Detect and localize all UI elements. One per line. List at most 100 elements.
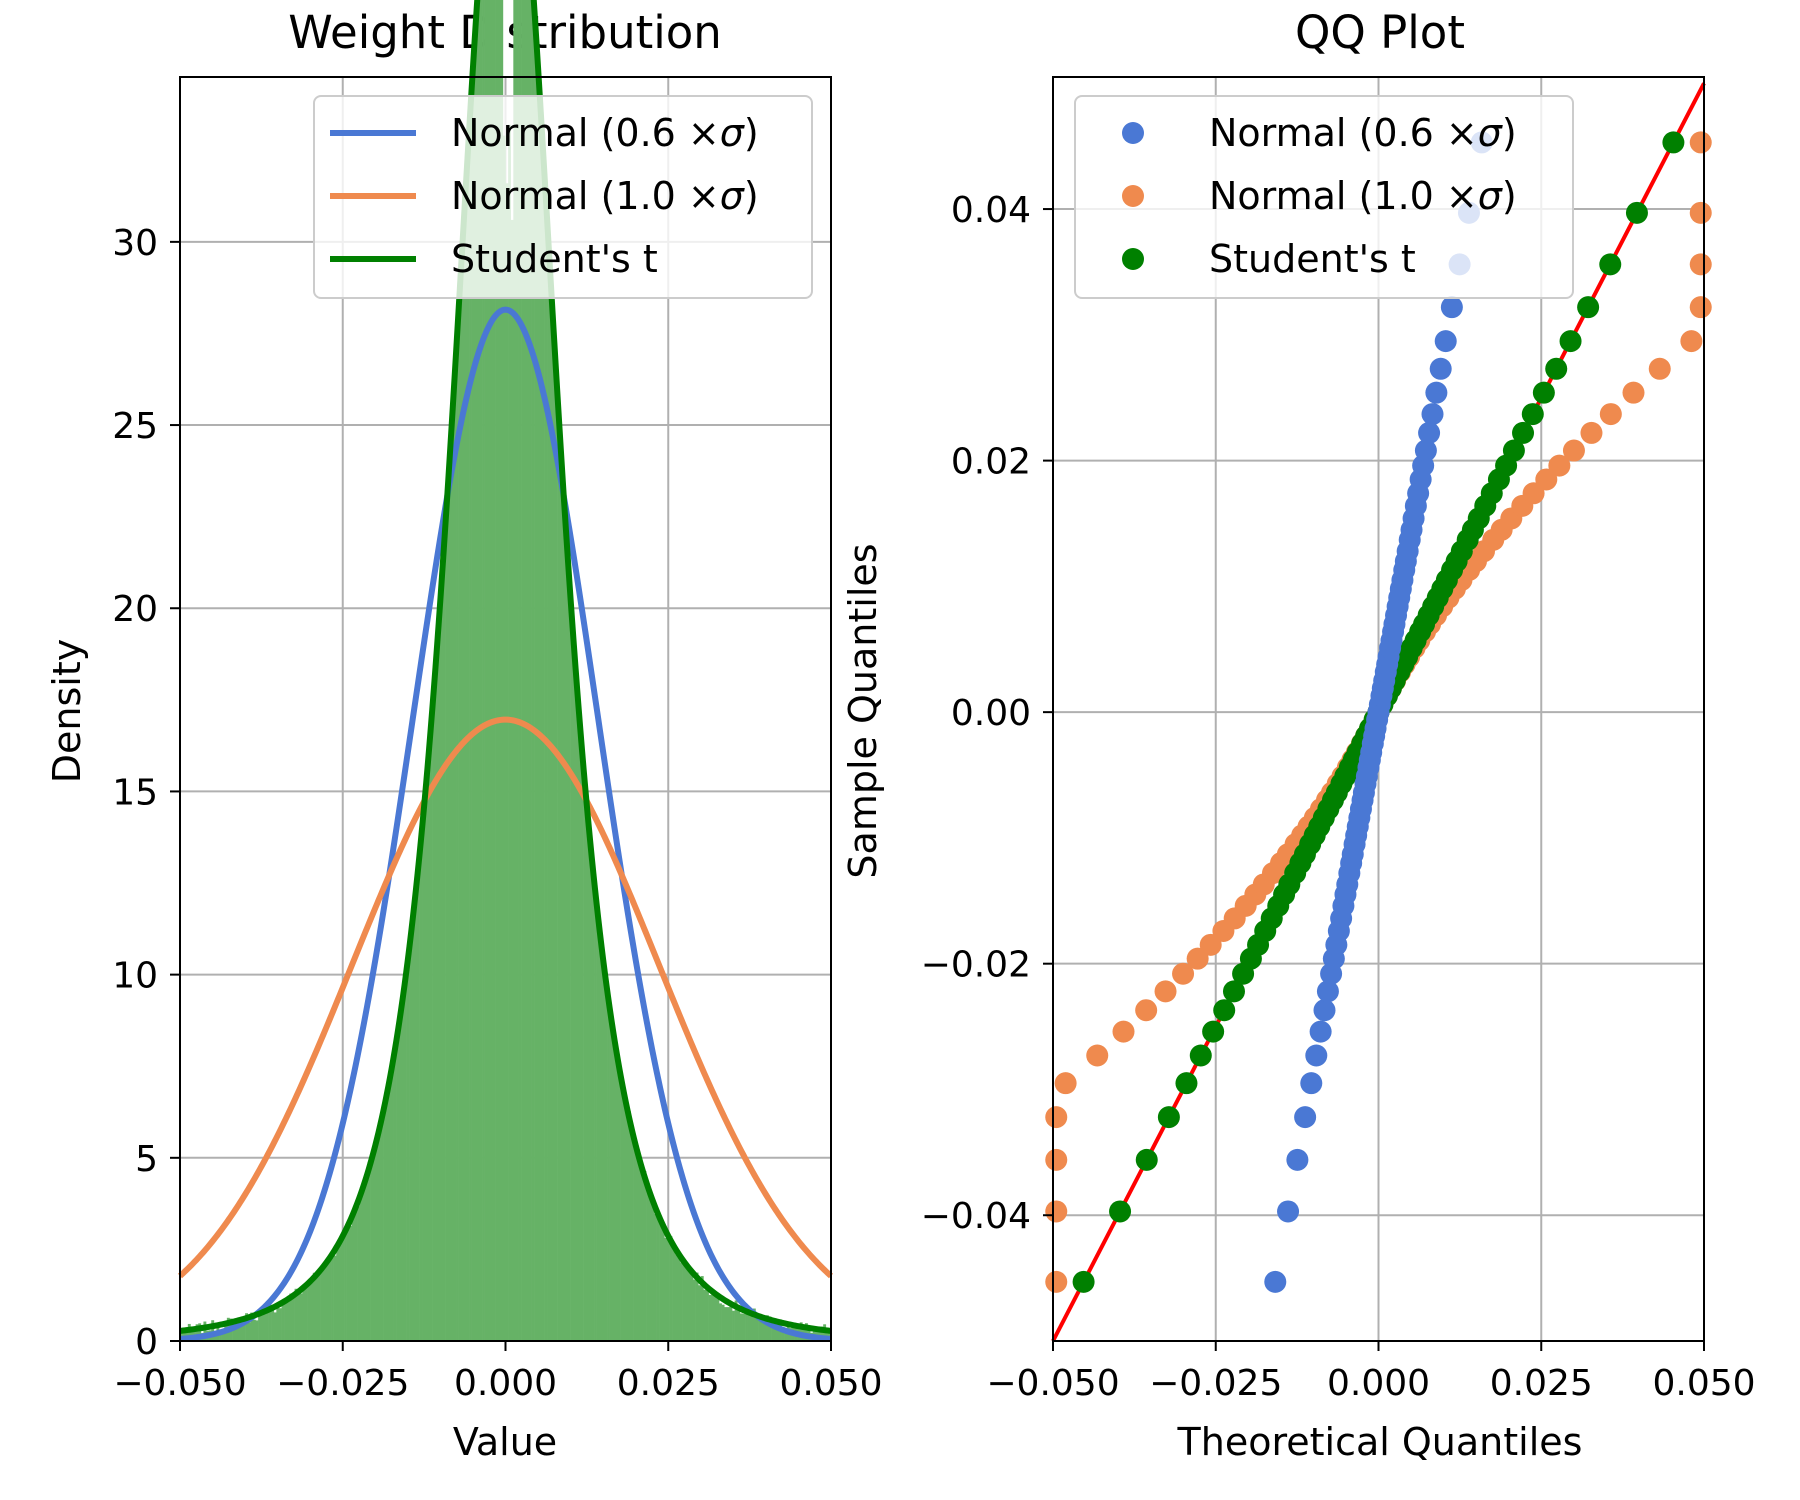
- histogram-bar: [310, 1282, 314, 1341]
- left-y-tick-label-5: 25: [112, 406, 158, 447]
- weight-distribution-panel: Weight Distribution −0.050 −0.025 0.000 0.0…: [45, 0, 883, 1464]
- left-y-tick-label-4: 20: [112, 589, 158, 630]
- histogram-bar: [489, 0, 493, 1342]
- histogram-bar: [760, 1321, 764, 1341]
- histogram-bar: [474, 3, 478, 1341]
- histogram-bar: [198, 1323, 202, 1341]
- histogram-bar: [380, 1114, 384, 1341]
- histogram-bar: [221, 1329, 225, 1341]
- qq-point: [1286, 1148, 1309, 1171]
- histogram-bar: [646, 1188, 650, 1341]
- qq-point: [1157, 1106, 1180, 1129]
- histogram-bar: [620, 1074, 623, 1341]
- left-legend-label-0: Normal (0.6 ×σ): [451, 111, 759, 155]
- qq-point: [1135, 1148, 1158, 1171]
- qq-point: [1599, 403, 1622, 426]
- histogram-bar: [281, 1300, 285, 1341]
- histogram-bar: [190, 1327, 194, 1341]
- qq-point: [1622, 381, 1645, 404]
- histogram-bar: [752, 1308, 756, 1341]
- histogram-bar: [586, 816, 590, 1341]
- histogram-bar: [443, 542, 446, 1341]
- histogram-bar: [599, 928, 603, 1341]
- qq-point: [1189, 1044, 1212, 1067]
- right-x-tick-label-1: −0.025: [1149, 1363, 1282, 1404]
- histogram-bar: [622, 1091, 626, 1341]
- histogram-bar: [445, 492, 449, 1341]
- histogram-bar: [247, 1322, 251, 1341]
- qq-point: [1072, 1270, 1095, 1293]
- qq-point: [1300, 1072, 1323, 1095]
- histogram-bar: [450, 436, 454, 1341]
- histogram-bar: [370, 1164, 373, 1341]
- right-x-tick-label-3: 0.025: [1490, 1363, 1593, 1404]
- right-legend-label-2: Student's t: [1209, 237, 1416, 281]
- histogram-bar: [341, 1236, 345, 1341]
- qq-point: [1316, 980, 1339, 1003]
- histogram-bar: [325, 1262, 329, 1341]
- right-y-tick-label-0: −0.04: [921, 1196, 1031, 1237]
- qq-point: [1599, 253, 1622, 276]
- histogram-bar: [583, 774, 587, 1341]
- histogram-bar: [781, 1328, 785, 1341]
- histogram-bar: [500, 0, 504, 1341]
- histogram-bar: [276, 1307, 280, 1341]
- histogram-bar: [323, 1263, 327, 1341]
- histogram-bar: [396, 1028, 400, 1341]
- right-y-tick-label-4: 0.04: [951, 190, 1031, 231]
- histogram-bar: [531, 7, 535, 1341]
- histogram-bar: [828, 1328, 832, 1341]
- histogram-bar: [557, 402, 561, 1342]
- histogram-bar: [409, 943, 413, 1341]
- left-legend-label-2: Student's t: [451, 237, 658, 281]
- qq-point: [1440, 296, 1463, 319]
- histogram-bar: [234, 1326, 238, 1341]
- histogram-bar: [607, 1007, 610, 1341]
- qq-point: [1521, 403, 1544, 426]
- histogram-bar: [737, 1310, 741, 1341]
- histogram-bar: [732, 1310, 735, 1341]
- histogram-bar: [729, 1303, 733, 1341]
- histogram-bar: [690, 1269, 694, 1341]
- histogram-bar: [492, 0, 496, 1342]
- qq-point: [1045, 1200, 1068, 1223]
- histogram-bar: [466, 149, 470, 1342]
- histogram-bar: [679, 1262, 683, 1341]
- histogram-bar: [526, 0, 530, 1341]
- histogram-bar: [508, 124, 512, 1341]
- histogram-bar: [297, 1290, 301, 1341]
- histogram-bar: [502, 135, 506, 1342]
- qq-point: [1418, 421, 1441, 444]
- histogram-bar: [437, 624, 441, 1341]
- histogram-bar: [812, 1326, 816, 1341]
- right-y-tick-label-3: 0.02: [951, 442, 1031, 483]
- density-curve-1: [177, 716, 834, 1279]
- left-y-ticks: 0 5 10 15 20 25 30: [112, 223, 180, 1363]
- qq-point: [1680, 330, 1703, 353]
- qq-point: [1548, 454, 1571, 477]
- histogram-bar: [456, 346, 459, 1341]
- histogram-bar: [307, 1283, 311, 1341]
- right-x-axis-label: Theoretical Quantiles: [1177, 1420, 1583, 1464]
- histogram-bar: [424, 774, 428, 1341]
- histogram-bar: [278, 1308, 282, 1341]
- histogram-bar: [401, 1000, 405, 1341]
- histogram-bar: [591, 864, 595, 1341]
- histogram-bar: [471, 57, 475, 1342]
- histogram-bar: [745, 1313, 748, 1341]
- histogram-bar: [758, 1315, 761, 1341]
- histogram-bar: [398, 1011, 402, 1341]
- histogram-bar: [219, 1330, 222, 1341]
- qq-point: [1502, 439, 1525, 462]
- histogram-bar: [771, 1320, 775, 1341]
- qq-point: [1559, 330, 1582, 353]
- histogram-bar: [336, 1244, 340, 1341]
- histogram-bar: [601, 960, 605, 1341]
- histogram-bar: [482, 0, 485, 1342]
- histogram-bar: [302, 1287, 306, 1341]
- histogram-bar: [476, 0, 480, 1341]
- histogram-bar: [432, 698, 436, 1341]
- left-x-tick-label-1: −0.025: [276, 1363, 409, 1404]
- histogram-bar: [357, 1206, 360, 1341]
- histogram-bar: [252, 1319, 256, 1341]
